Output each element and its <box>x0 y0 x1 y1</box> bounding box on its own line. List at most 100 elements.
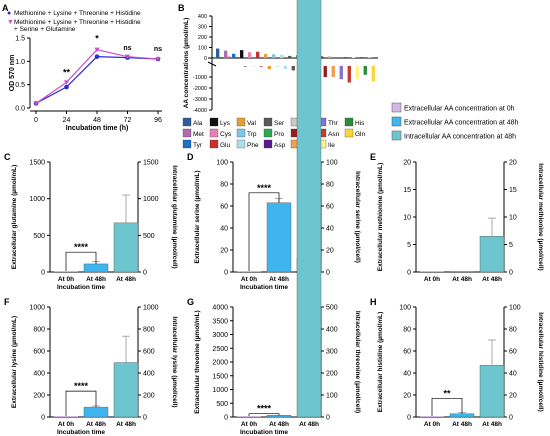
significance-label: ** <box>63 67 71 77</box>
bar-0h <box>272 54 276 58</box>
panel-letter: C <box>4 152 11 162</box>
panel-f: F 0 200 400 600 800 1000 0 200 400 600 800 1000 Extra… <box>4 297 178 436</box>
bar-0h <box>232 53 236 58</box>
data-point <box>33 101 39 106</box>
significance-label: ns <box>154 46 162 53</box>
y-tick-label: 0 <box>224 415 228 422</box>
legend-label: His <box>355 120 365 127</box>
y-tick-label: 10 <box>403 215 411 222</box>
y2-tick-label: 100 <box>326 393 338 400</box>
y-axis-label: Extracellular threonine (µmol/mL) <box>194 310 201 413</box>
legend-swatch <box>263 128 273 138</box>
data-point <box>64 84 69 90</box>
x-tick-label: At 0h <box>241 421 257 428</box>
x-axis-label: Incubation time <box>240 429 288 436</box>
x-tick-label: At 48h <box>86 421 106 428</box>
significance-label: ** <box>443 388 451 398</box>
significance-label: **** <box>74 381 89 391</box>
y2-tick-label: 0 <box>326 415 330 422</box>
panel-c: C 0 500 1000 1500 0 500 1000 1500 Extracellular g… <box>4 152 178 291</box>
legend-label: Intracellular AA concentration at 48h <box>404 134 516 141</box>
legend-swatch <box>209 117 219 127</box>
y-tick-label: 200 <box>33 393 45 400</box>
y-tick-label: 1.5 <box>15 36 25 43</box>
bar-48h <box>323 66 327 77</box>
bar <box>113 362 139 418</box>
y-tick-label: 60 <box>403 349 411 356</box>
x-tick-label: At 0h <box>424 276 440 283</box>
y2-tick-label: 20 <box>326 248 334 255</box>
x-tick-label: 48 <box>93 117 101 124</box>
bar-0h <box>280 54 284 58</box>
y2-axis-label: Intracellular histidine (µmol/cell) <box>537 312 544 411</box>
y-tick-label: 20 <box>403 393 411 400</box>
legend-swatch <box>209 128 219 138</box>
bar <box>83 406 109 418</box>
bar <box>266 202 292 273</box>
panel-e: E 0 5 10 15 20 0 5 10 15 20 Extracellular methionin… <box>370 152 544 283</box>
y2-tick-label: 0 <box>326 270 330 277</box>
y-tick-label: 0.0 <box>15 106 25 113</box>
y-axis-label: Extracellular histidine (µmol/mL) <box>377 312 384 413</box>
legend-label: Phe <box>247 142 259 149</box>
bar <box>113 222 139 273</box>
y-tick-label: 5 <box>407 242 411 249</box>
y2-axis-label: Intracellular lysine (µmol/cell) <box>171 316 178 407</box>
legend-symbol: ● <box>7 10 11 17</box>
significance-label: **** <box>74 242 89 252</box>
panel-b-legend: AlaLysValSerArgThrHisMetCysTrpProGlyAsnG… <box>182 117 366 149</box>
panel-a-chart: 0.0 0.5 1.0 1.5 0 24 48 72 96 Incubation time (h)… <box>9 34 162 132</box>
legend-swatch <box>209 139 219 149</box>
y2-tick-label: 20 <box>509 160 517 167</box>
legend-label: Cys <box>220 131 232 138</box>
legend-label: Ile <box>328 142 335 149</box>
significance-label: **** <box>257 404 272 414</box>
y2-axis-label: Intracellular methionine (µmol/cell) <box>537 163 544 270</box>
bar-48h <box>275 66 279 67</box>
x-tick-label: 72 <box>124 117 132 124</box>
y-axis-label: OD 570 nm <box>9 55 16 92</box>
bar-48h <box>259 66 263 67</box>
bar-0h <box>288 55 292 58</box>
bar-48h <box>331 66 335 77</box>
panel-a: A ● Methionine + Lysine + Threonine + His… <box>2 3 162 132</box>
y2-tick-label: 60 <box>509 349 517 356</box>
bar-0h <box>336 56 340 58</box>
legend-label: Ala <box>193 120 203 127</box>
data-point <box>63 80 70 85</box>
legend-label: Trp <box>247 131 257 138</box>
y2-axis-label: Intracellular serine (µmol/cell) <box>354 171 361 263</box>
legend-label: + Serine + Glutamine <box>14 26 76 33</box>
legend-swatch <box>344 117 354 127</box>
legend-label: Methionine + Lysine + Threonine + Histid… <box>14 19 141 26</box>
legend-label: Met <box>193 131 204 138</box>
legend-swatch <box>182 139 192 149</box>
y-tick-label: 400 <box>198 14 207 20</box>
x-tick-label: At 48h <box>116 421 136 428</box>
significance-label: ns <box>123 45 131 52</box>
y-tick-label: 0 <box>204 56 207 62</box>
y-tick-label: 600 <box>33 349 45 356</box>
y2-tick-label: 0 <box>143 415 147 422</box>
bar-0h <box>360 56 364 58</box>
y-tick-label: 0 <box>41 270 45 277</box>
x-axis-label: Incubation time <box>57 429 105 436</box>
y-tick-label: 20 <box>403 160 411 167</box>
legend-swatch <box>182 117 192 127</box>
y-tick-label: 0 <box>224 270 228 277</box>
y-tick-label: 80 <box>403 327 411 334</box>
panel-a-letter: A <box>2 3 9 13</box>
legend-swatch <box>391 130 402 141</box>
bar-48h <box>355 66 359 80</box>
y-axis-label: Extracellular methionine (µmol/mL) <box>377 163 384 272</box>
x-axis-label: Incubation time (h) <box>66 125 129 132</box>
legend-label: Val <box>247 120 256 127</box>
y-axis-label: AA concentrations (µmol/mL) <box>183 18 190 109</box>
legend-label: Asp <box>274 142 286 149</box>
legend-swatch <box>236 139 246 149</box>
legend-label: Extracellular AA concentration at 0h <box>404 106 515 113</box>
y2-tick-label: 0 <box>509 415 513 422</box>
bar-0h <box>264 53 268 58</box>
